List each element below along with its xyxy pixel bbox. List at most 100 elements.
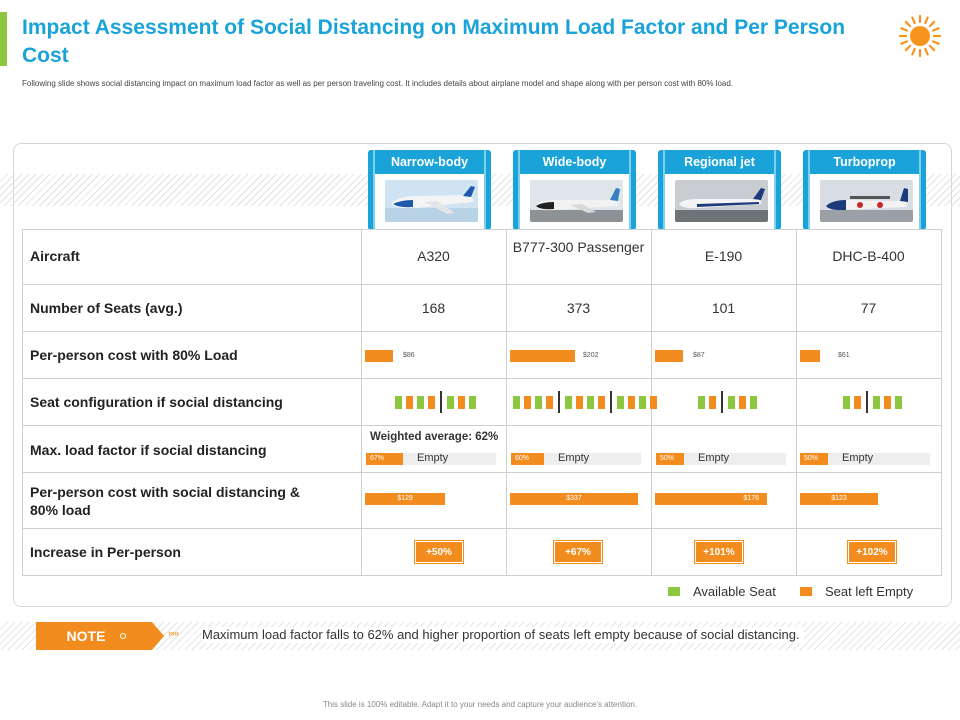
card-label: Turboprop (810, 150, 919, 174)
seats-value: 373 (566, 300, 591, 316)
load-factor-empty-label: Empty (842, 452, 874, 464)
weighted-average: Weighted average: 62% (370, 431, 499, 443)
note-tag: NOTE (36, 622, 164, 650)
circle-icon (120, 633, 126, 639)
card-turboprop: Turboprop (803, 150, 926, 230)
aircraft-value: B777-300 Passenger (512, 239, 645, 255)
available-seat (750, 396, 757, 409)
costsd-label: $129 (397, 495, 413, 502)
available-seat (843, 396, 850, 409)
seats-value: 168 (421, 300, 446, 316)
empty-seat (524, 396, 531, 409)
aisle-divider (866, 391, 868, 413)
costsd-bar: $337 (510, 493, 638, 505)
available-seat (535, 396, 542, 409)
available-seat (895, 396, 902, 409)
airplane-photo (675, 180, 768, 222)
row-label-cost80: Per-person cost with 80% Load (30, 347, 238, 363)
load-factor-empty-label: Empty (698, 452, 730, 464)
legend-available-label: Available Seat (693, 584, 776, 599)
row-divider (22, 528, 942, 529)
airplane-photo (820, 180, 913, 222)
cost80-bar (510, 350, 575, 362)
empty-seat (854, 396, 861, 409)
note-text: Maximum load factor falls to 62% and hig… (202, 627, 804, 643)
card-narrow-body: Narrow-body (368, 150, 491, 230)
row-divider (22, 378, 942, 379)
slide-subtitle: Following slide shows social distancing … (22, 79, 734, 88)
load-factor-empty-label: Empty (417, 452, 449, 464)
aircraft-value: DHC-B-400 (832, 248, 905, 264)
card-wide-body: Wide-body (513, 150, 636, 230)
costsd-label: $337 (566, 495, 582, 502)
seats-value: 101 (711, 300, 736, 316)
card-regional-jet: Regional jet (658, 150, 781, 230)
available-seat (698, 396, 705, 409)
load-factor-fill: 60% (511, 453, 544, 465)
note-label: NOTE (66, 628, 106, 644)
legend-empty-swatch (800, 587, 812, 596)
legend-empty-label: Seat left Empty (825, 584, 914, 599)
load-factor-fill: 50% (656, 453, 684, 465)
card-label: Wide-body (520, 150, 629, 174)
empty-seat (458, 396, 465, 409)
card-label: Regional jet (665, 150, 774, 174)
load-factor-fill: 67% (366, 453, 403, 465)
cost80-bar (655, 350, 683, 362)
row-label-maxload: Max. load factor if social distancing (30, 442, 267, 458)
cost80-bar (800, 350, 820, 362)
empty-seat (576, 396, 583, 409)
empty-seat (406, 396, 413, 409)
row-label-increase: Increase in Per-person (30, 544, 181, 560)
row-divider (22, 284, 942, 285)
load-factor-remainder (544, 453, 641, 465)
costsd-bar: $176 (655, 493, 767, 505)
increase-badge: +101% (695, 541, 743, 563)
empty-seat (546, 396, 553, 409)
available-seat (873, 396, 880, 409)
increase-badge: +67% (554, 541, 602, 563)
load-factor-remainder (828, 453, 930, 465)
row-divider (22, 472, 942, 473)
row-label-seats: Number of Seats (avg.) (30, 300, 183, 316)
seats-value: 77 (860, 300, 877, 316)
empty-seat (739, 396, 746, 409)
increase-badge: +102% (848, 541, 896, 563)
cost80-bar (365, 350, 393, 362)
airplane-photo (530, 180, 623, 222)
available-seat (469, 396, 476, 409)
empty-seat (650, 396, 657, 409)
aisle-divider (610, 391, 612, 413)
slide-title: Impact Assessment of Social Distancing o… (22, 16, 846, 67)
empty-seat (884, 396, 891, 409)
empty-seat (428, 396, 435, 409)
load-factor-remainder (403, 453, 496, 465)
row-label-costsd: Per-person cost with social distancing &… (30, 484, 300, 518)
cost80-label: $202 (583, 352, 599, 359)
available-seat (587, 396, 594, 409)
available-seat (728, 396, 735, 409)
costsd-bar: $129 (365, 493, 445, 505)
arrows-icon: ››››› (168, 628, 179, 638)
col-divider (796, 229, 797, 576)
available-seat (417, 396, 424, 409)
costsd-label: $176 (743, 495, 759, 502)
cost80-label: $87 (693, 352, 705, 359)
available-seat (395, 396, 402, 409)
aircraft-value: E-190 (704, 248, 743, 264)
available-seat (565, 396, 572, 409)
available-seat (513, 396, 520, 409)
col-divider (506, 229, 507, 576)
empty-seat (709, 396, 716, 409)
row-label-seatcfg: Seat configuration if social distancing (30, 394, 283, 410)
available-seat (447, 396, 454, 409)
load-factor-remainder (684, 453, 786, 465)
costsd-bar: $123 (800, 493, 878, 505)
empty-seat (598, 396, 605, 409)
load-factor-fill: 50% (800, 453, 828, 465)
aisle-divider (440, 391, 442, 413)
costsd-label: $123 (831, 495, 847, 502)
row-divider (22, 331, 942, 332)
title-accent-bar (0, 12, 7, 66)
available-seat (617, 396, 624, 409)
